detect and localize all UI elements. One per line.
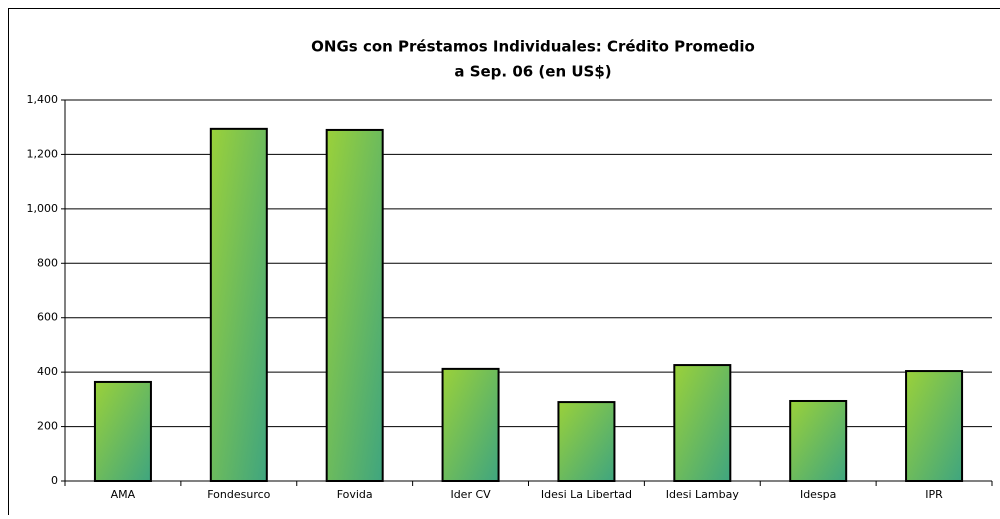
x-tick-label: Ider CV: [450, 488, 491, 501]
y-tick-label: 800: [37, 256, 58, 269]
x-tick-label: Idespa: [800, 488, 836, 501]
x-tick-label: IPR: [925, 488, 943, 501]
chart-frame: [9, 9, 1000, 516]
y-tick-label: 400: [37, 365, 58, 378]
y-tick-label: 1,000: [27, 202, 59, 215]
y-tick-label: 1,200: [27, 147, 59, 160]
x-tick-label: Idesi La Libertad: [541, 488, 632, 501]
bar: [211, 129, 267, 481]
x-tick-label: AMA: [111, 488, 136, 501]
x-tick-label: Idesi Lambay: [666, 488, 740, 501]
bar: [906, 371, 962, 481]
y-tick-label: 600: [37, 311, 58, 324]
y-tick-label: 1,400: [27, 93, 59, 106]
bar: [95, 382, 151, 481]
chart-title: ONGs con Préstamos Individuales: Crédito…: [311, 38, 755, 56]
bar: [790, 401, 846, 481]
bar: [327, 130, 383, 481]
bar: [674, 365, 730, 481]
y-tick-label: 200: [37, 420, 58, 433]
chart-subtitle: a Sep. 06 (en US$): [454, 63, 611, 81]
bar: [558, 402, 614, 481]
y-tick-label: 0: [51, 474, 58, 487]
x-tick-label: Fovida: [337, 488, 373, 501]
bar: [443, 369, 499, 481]
x-tick-label: Fondesurco: [207, 488, 270, 501]
